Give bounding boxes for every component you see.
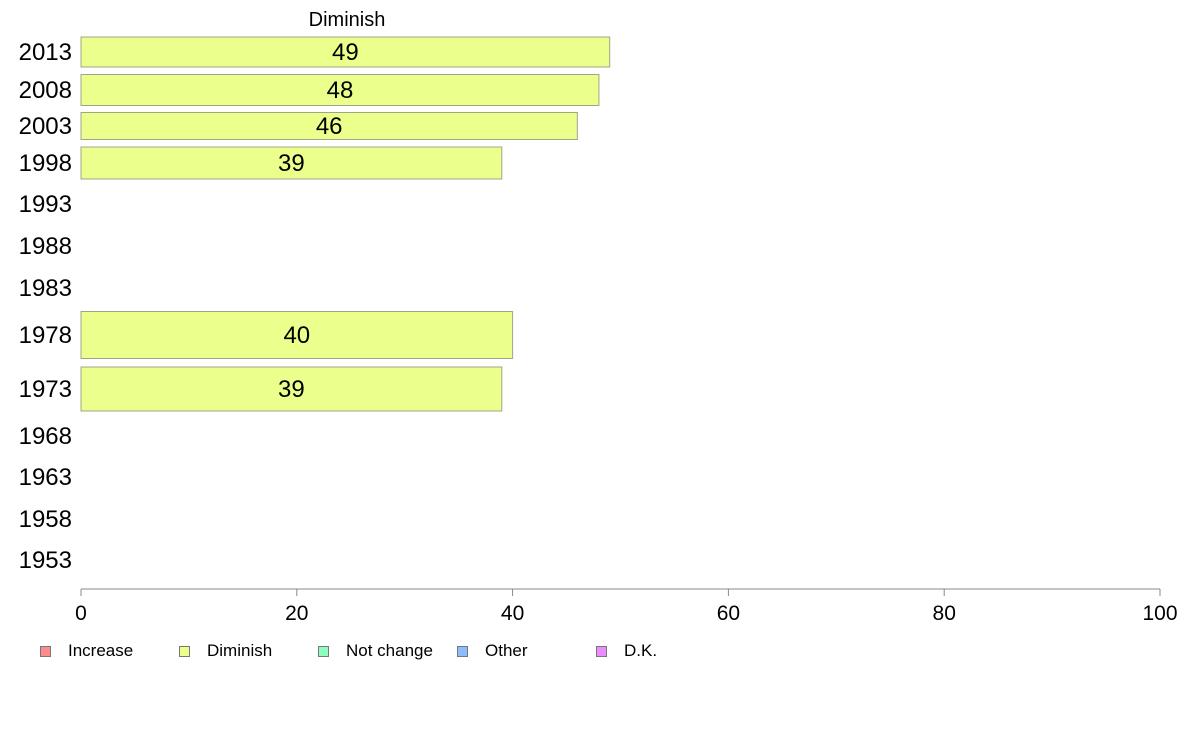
bar-1998: [80, 146, 503, 180]
chart-title: Diminish: [309, 9, 386, 31]
legend-swatch: [318, 645, 329, 657]
bar-1973: [80, 366, 503, 412]
legend-label: D.K.: [624, 641, 658, 660]
data-label-1973: 39: [278, 376, 305, 403]
x-tick-label-0: 0: [75, 602, 87, 625]
legend-label: Increase: [68, 641, 134, 660]
y-tick-label-1953: 1953: [19, 547, 72, 574]
x-tick-label-40: 40: [501, 602, 524, 625]
y-tick-label-1978: 1978: [19, 322, 72, 349]
legend-item-diminish: Diminish: [179, 641, 272, 661]
x-tick-label-60: 60: [717, 602, 740, 625]
x-tick-label-20: 20: [285, 602, 308, 625]
legend-label: Not change: [346, 641, 433, 660]
y-tick-label-2013: 2013: [19, 39, 72, 66]
diminish-bar-chart: Diminish 2013 2008 2003 1998 1993 1988 1983 197…: [19, 9, 1178, 625]
data-label-1998: 39: [278, 150, 305, 177]
y-tick-label-1983: 1983: [19, 275, 72, 302]
bar-2003: [80, 112, 578, 140]
legend-swatch: [457, 645, 468, 657]
x-tick-label-100: 100: [1142, 602, 1177, 625]
legend-swatch: [179, 645, 190, 657]
legend-item-increase: Increase: [40, 641, 133, 661]
y-tick-label-1998: 1998: [19, 150, 72, 177]
y-tick-label-1963: 1963: [19, 464, 72, 491]
legend-item-other: Other: [457, 641, 528, 661]
x-tick-label-80: 80: [933, 602, 956, 625]
legend-label: Diminish: [207, 641, 273, 660]
y-tick-label-1973: 1973: [19, 376, 72, 403]
legend-label: Other: [485, 641, 528, 660]
data-label-2008: 48: [327, 77, 354, 104]
legend-swatch: [596, 645, 607, 657]
data-label-2003: 46: [316, 113, 343, 140]
y-tick-label-1988: 1988: [19, 233, 72, 260]
bar-2013: [80, 36, 611, 68]
y-tick-label-1968: 1968: [19, 423, 72, 450]
bar-1978: [80, 311, 514, 359]
y-tick-label-2003: 2003: [19, 113, 72, 140]
legend-swatch: [40, 645, 51, 657]
y-tick-label-1993: 1993: [19, 191, 72, 218]
data-label-2013: 49: [332, 39, 359, 66]
data-label-1978: 40: [283, 322, 310, 349]
y-tick-label-1958: 1958: [19, 506, 72, 533]
legend-item-d-k: D.K.: [596, 641, 657, 661]
y-tick-label-2008: 2008: [19, 77, 72, 104]
legend-item-not-change: Not change: [318, 641, 433, 661]
bar-2008: [80, 74, 600, 106]
